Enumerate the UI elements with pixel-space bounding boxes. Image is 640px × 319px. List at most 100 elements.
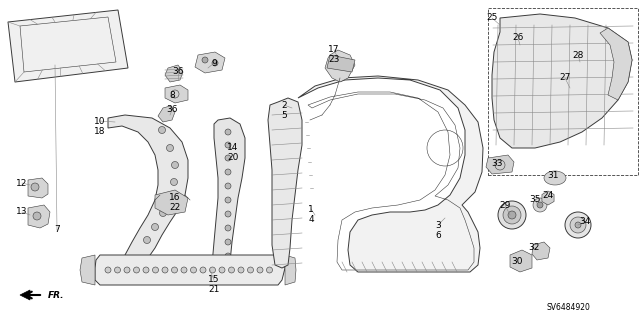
Text: 15: 15 <box>208 276 220 285</box>
Text: 18: 18 <box>94 127 106 136</box>
Polygon shape <box>28 178 48 198</box>
Text: 5: 5 <box>281 110 287 120</box>
Circle shape <box>181 267 187 273</box>
Circle shape <box>225 197 231 203</box>
Text: 4: 4 <box>308 214 314 224</box>
Text: 26: 26 <box>512 33 524 42</box>
Circle shape <box>257 267 263 273</box>
Polygon shape <box>158 106 175 122</box>
Text: 20: 20 <box>227 153 239 162</box>
Polygon shape <box>600 28 632 100</box>
Ellipse shape <box>544 171 566 185</box>
Circle shape <box>565 212 591 238</box>
Text: 27: 27 <box>559 73 571 83</box>
Polygon shape <box>212 118 245 278</box>
Text: SV6484920: SV6484920 <box>546 303 590 313</box>
Circle shape <box>134 267 140 273</box>
Circle shape <box>238 267 244 273</box>
Circle shape <box>200 267 206 273</box>
Text: 36: 36 <box>172 68 184 77</box>
Text: FR.: FR. <box>48 291 65 300</box>
Text: 1: 1 <box>308 204 314 213</box>
Circle shape <box>537 202 543 208</box>
Circle shape <box>498 201 526 229</box>
Polygon shape <box>510 250 532 272</box>
Polygon shape <box>28 205 50 228</box>
Polygon shape <box>155 190 188 215</box>
Polygon shape <box>165 65 183 82</box>
Text: 31: 31 <box>547 170 559 180</box>
Text: 29: 29 <box>499 201 511 210</box>
Circle shape <box>575 222 581 228</box>
Circle shape <box>105 267 111 273</box>
Polygon shape <box>327 55 355 72</box>
Circle shape <box>533 198 547 212</box>
Text: 6: 6 <box>435 231 441 240</box>
Circle shape <box>225 225 231 231</box>
Text: 36: 36 <box>166 106 178 115</box>
Polygon shape <box>285 255 296 285</box>
Circle shape <box>159 210 166 217</box>
Polygon shape <box>8 10 128 82</box>
Circle shape <box>508 211 516 219</box>
Text: 32: 32 <box>528 243 540 253</box>
Text: 33: 33 <box>492 159 503 167</box>
Circle shape <box>503 206 521 224</box>
Polygon shape <box>532 242 550 260</box>
Text: 8: 8 <box>169 91 175 100</box>
Text: 30: 30 <box>511 257 523 266</box>
Polygon shape <box>542 191 554 205</box>
Polygon shape <box>486 155 514 174</box>
Circle shape <box>225 183 231 189</box>
Text: 35: 35 <box>529 196 541 204</box>
Polygon shape <box>298 76 483 272</box>
Polygon shape <box>20 290 30 300</box>
Polygon shape <box>268 98 302 268</box>
Circle shape <box>225 239 231 245</box>
Text: 3: 3 <box>435 220 441 229</box>
Text: 25: 25 <box>486 13 498 23</box>
Bar <box>488 8 638 175</box>
Circle shape <box>212 60 218 66</box>
Circle shape <box>225 129 231 135</box>
Text: 23: 23 <box>328 56 340 64</box>
Circle shape <box>191 267 196 273</box>
Circle shape <box>152 267 159 273</box>
Circle shape <box>570 217 586 233</box>
Circle shape <box>551 174 559 182</box>
Text: 28: 28 <box>572 50 584 60</box>
Circle shape <box>143 267 149 273</box>
Text: 34: 34 <box>579 218 591 226</box>
Circle shape <box>162 267 168 273</box>
Polygon shape <box>492 14 632 148</box>
Polygon shape <box>195 52 225 73</box>
Circle shape <box>33 212 41 220</box>
Circle shape <box>166 195 173 202</box>
Polygon shape <box>80 255 95 285</box>
Text: 24: 24 <box>542 190 554 199</box>
Circle shape <box>31 183 39 191</box>
Text: 12: 12 <box>16 179 28 188</box>
Text: 13: 13 <box>16 207 28 217</box>
Circle shape <box>219 267 225 273</box>
Circle shape <box>172 161 179 168</box>
Text: 16: 16 <box>169 194 180 203</box>
Circle shape <box>152 224 159 231</box>
Text: 17: 17 <box>328 46 340 55</box>
Text: 7: 7 <box>54 226 60 234</box>
Text: 21: 21 <box>208 286 220 294</box>
Circle shape <box>172 267 177 273</box>
Circle shape <box>225 253 231 259</box>
Circle shape <box>228 267 234 273</box>
Text: 10: 10 <box>94 116 106 125</box>
Circle shape <box>225 169 231 175</box>
Circle shape <box>266 267 273 273</box>
Text: 2: 2 <box>281 100 287 109</box>
Circle shape <box>225 155 231 161</box>
Circle shape <box>202 57 208 63</box>
Circle shape <box>170 179 177 186</box>
Circle shape <box>159 127 166 133</box>
Circle shape <box>248 267 253 273</box>
Circle shape <box>143 236 150 243</box>
Polygon shape <box>165 85 188 103</box>
